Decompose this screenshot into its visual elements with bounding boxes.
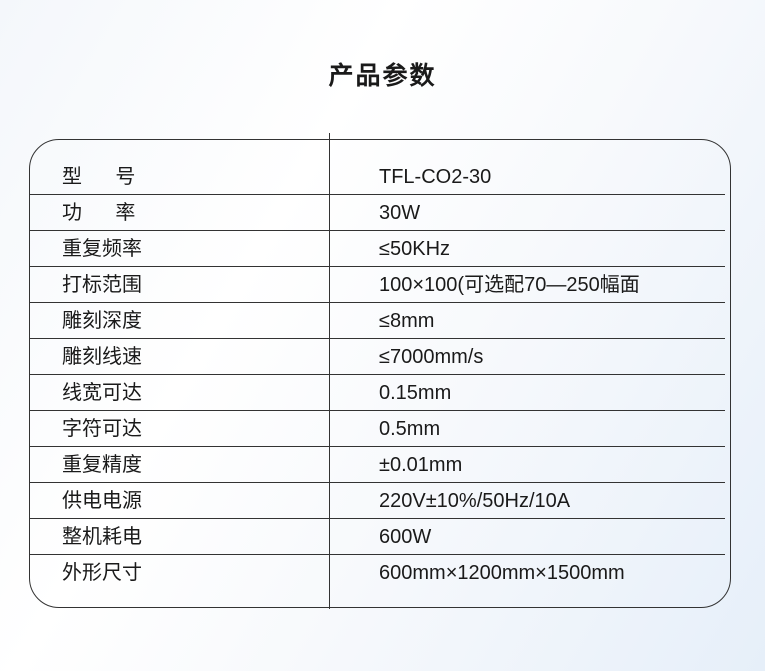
table-row: 雕刻深度 ≤8mm (29, 303, 725, 339)
table-row: 供电电源 220V±10%/50Hz/10A (29, 483, 725, 519)
spec-value: 0.15mm (379, 382, 452, 404)
table-row: 功 率 30W (29, 195, 725, 231)
row-divider (29, 446, 725, 447)
table-row: 线宽可达 0.15mm (29, 375, 725, 411)
spec-value: ≤8mm (379, 310, 435, 332)
spec-value: TFL-CO2-30 (379, 166, 492, 188)
table-row: 雕刻线速 ≤7000mm/s (29, 339, 725, 375)
spec-label: 重复频率 (62, 238, 142, 260)
spec-value: 600mm×1200mm×1500mm (379, 562, 625, 584)
spec-value: 600W (379, 526, 432, 548)
row-divider (29, 302, 725, 303)
table-row: 重复精度 ±0.01mm (29, 447, 725, 483)
row-divider (29, 266, 725, 267)
row-divider (29, 518, 725, 519)
spec-value: 100×100(可选配70—250幅面 (379, 274, 640, 296)
spec-label: 功 率 (62, 202, 136, 224)
spec-label: 型 号 (62, 166, 136, 188)
table-row: 整机耗电 600W (29, 519, 725, 555)
spec-value: ±0.01mm (379, 454, 463, 476)
spec-label: 线宽可达 (62, 382, 142, 404)
table-row: 外形尺寸 600mm×1200mm×1500mm (29, 555, 725, 591)
spec-label: 重复精度 (62, 454, 142, 476)
spec-label: 外形尺寸 (62, 562, 142, 584)
spec-value: 0.5mm (379, 418, 441, 440)
row-divider (29, 554, 725, 555)
table-row: 打标范围 100×100(可选配70—250幅面 (29, 267, 725, 303)
spec-value: ≤7000mm/s (379, 346, 484, 368)
row-divider (29, 410, 725, 411)
spec-label: 供电电源 (62, 490, 142, 512)
spec-label: 字符可达 (62, 418, 142, 440)
spec-label: 雕刻深度 (62, 310, 142, 332)
spec-label: 整机耗电 (62, 526, 142, 548)
column-divider (329, 133, 330, 609)
spec-value: 30W (379, 202, 421, 224)
row-divider (29, 338, 725, 339)
row-divider (29, 230, 725, 231)
row-divider (29, 194, 725, 195)
table-row: 字符可达 0.5mm (29, 411, 725, 447)
spec-label: 打标范围 (62, 274, 142, 296)
spec-label: 雕刻线速 (62, 346, 142, 368)
page-title: 产品参数 (328, 62, 437, 90)
table-row: 型 号 TFL-CO2-30 (29, 159, 725, 195)
spec-table (29, 139, 731, 608)
row-divider (29, 482, 725, 483)
spec-value: 220V±10%/50Hz/10A (379, 490, 571, 512)
row-divider (29, 374, 725, 375)
table-row: 重复频率 ≤50KHz (29, 231, 725, 267)
spec-value: ≤50KHz (379, 238, 451, 260)
